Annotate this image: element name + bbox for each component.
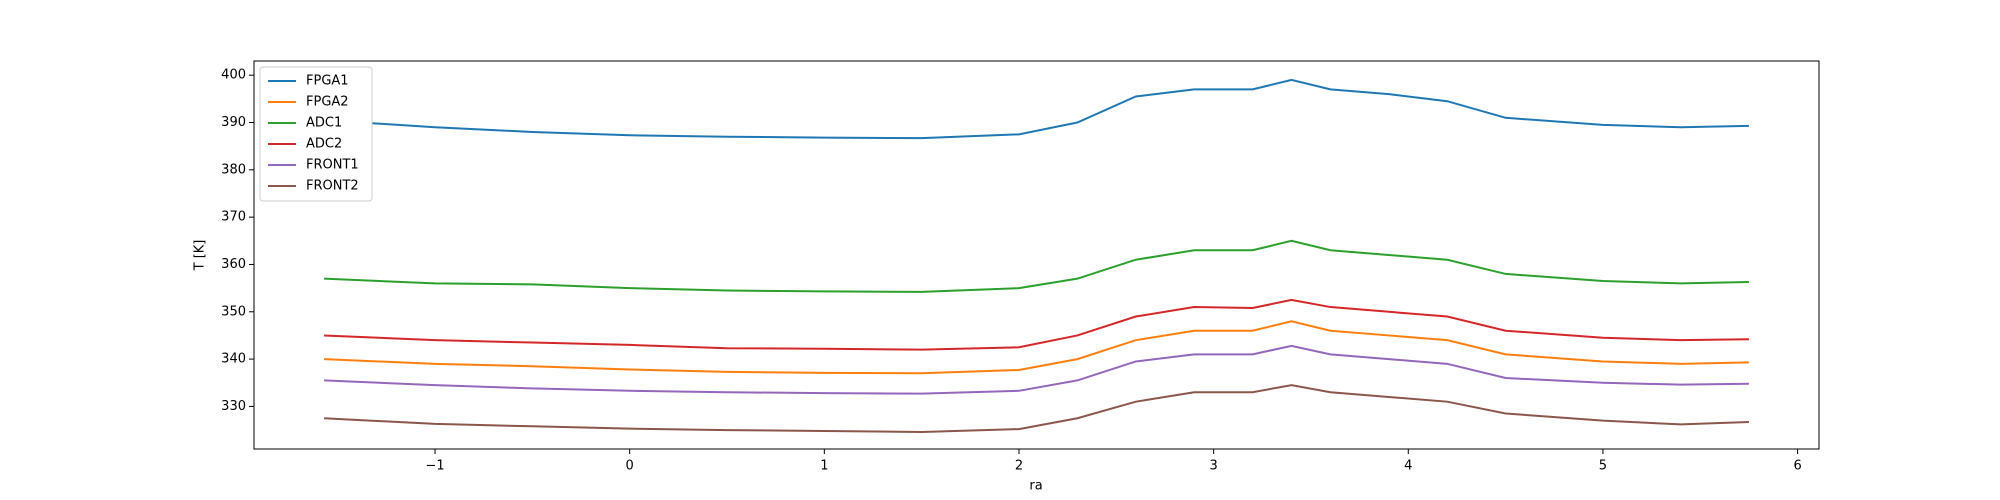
y-tick-label: 340 (221, 352, 246, 367)
legend-label: FRONT1 (306, 158, 359, 173)
line-series (324, 239, 1749, 293)
y-tick-label: 390 (221, 115, 246, 130)
x-tick-label: −1 (425, 459, 444, 474)
legend-label: ADC1 (306, 116, 342, 131)
legend-box (259, 66, 373, 202)
y-tick-label: 400 (221, 68, 246, 83)
x-tick-label: 3 (1209, 459, 1217, 474)
line-series (324, 384, 1749, 433)
legend-label: FRONT2 (306, 179, 359, 194)
x-tick-label: 2 (1015, 459, 1023, 474)
y-tick-label: 370 (221, 210, 246, 225)
line-series (324, 320, 1749, 375)
plot-frame (253, 60, 1820, 450)
x-tick-label: 1 (820, 459, 828, 474)
x-tick-label: 0 (626, 459, 634, 474)
line-series (324, 344, 1749, 395)
y-tick-label: 360 (221, 257, 246, 272)
x-tick-label: 4 (1404, 459, 1412, 474)
x-tick-label: 6 (1793, 459, 1801, 474)
y-tick-label: 330 (221, 399, 246, 414)
y-tick-label: 350 (221, 304, 246, 319)
y-tick-label: 380 (221, 162, 246, 177)
x-axis-label: ra (1029, 479, 1042, 494)
y-axis-label: T [K] (193, 240, 208, 272)
line-series (324, 298, 1749, 351)
x-tick-label: 5 (1599, 459, 1607, 474)
legend-label: ADC2 (306, 137, 342, 152)
legend-label: FPGA1 (306, 74, 349, 89)
line-series (324, 78, 1749, 140)
legend-label: FPGA2 (306, 95, 349, 110)
